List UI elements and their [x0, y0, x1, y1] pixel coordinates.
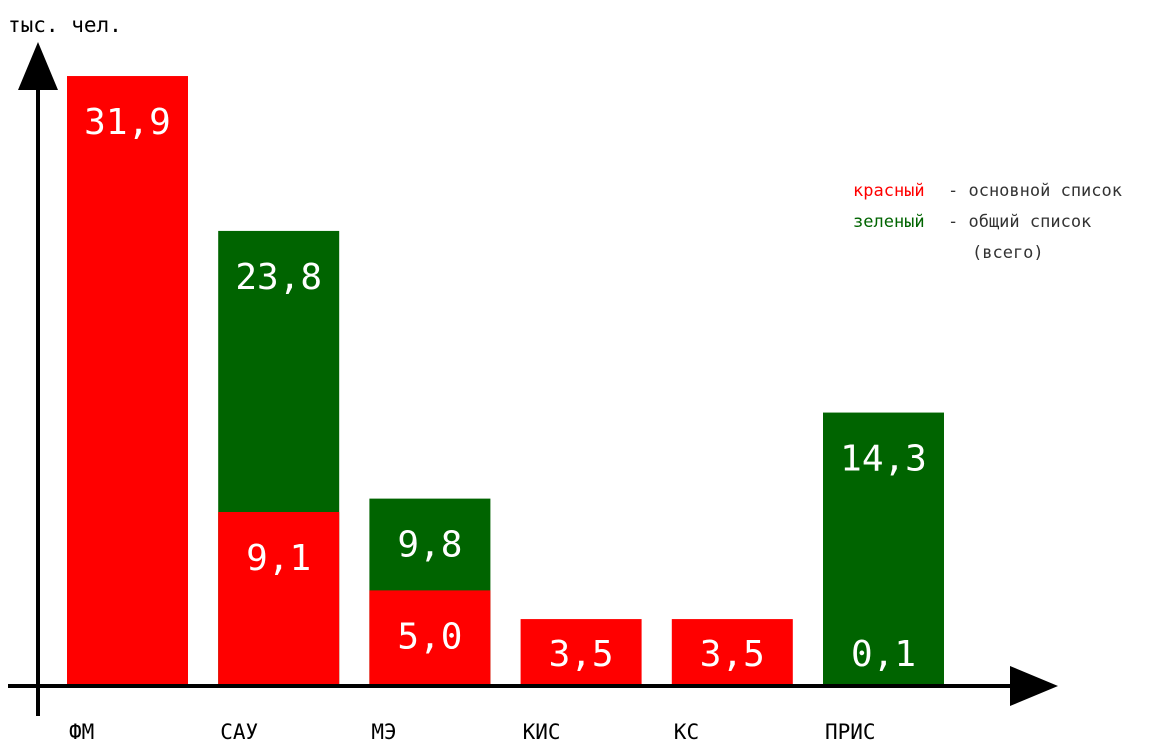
legend-name: зеленый	[853, 212, 925, 232]
x-tick-label: КС	[674, 720, 699, 744]
value-label: 9,8	[397, 525, 462, 566]
legend-name: красный	[853, 181, 925, 201]
x-tick-label: САУ	[220, 720, 258, 744]
value-label: 23,8	[235, 257, 322, 298]
x-tick-label: КИС	[523, 720, 561, 744]
y-axis-label: тыс. чел.	[8, 13, 122, 37]
value-label: 31,9	[84, 102, 171, 143]
value-label: 0,1	[851, 634, 916, 675]
bar	[520, 619, 642, 686]
bar	[823, 412, 944, 686]
x-tick-label: ПРИС	[825, 720, 876, 744]
value-label: 3,5	[700, 634, 765, 675]
value-label: 9,1	[246, 538, 311, 579]
legend-description: (всего)	[972, 243, 1044, 263]
x-tick-label: ФМ	[69, 720, 94, 744]
value-label: 5,0	[397, 616, 462, 657]
legend-description: - основной список	[948, 181, 1122, 201]
value-label: 14,3	[840, 439, 927, 480]
value-label: 3,5	[549, 634, 614, 675]
bar	[671, 619, 793, 686]
bar	[67, 76, 188, 687]
x-tick-label: МЭ	[371, 720, 396, 744]
bar	[369, 590, 491, 686]
bar	[218, 511, 340, 686]
legend-description: - общий список	[948, 212, 1091, 232]
